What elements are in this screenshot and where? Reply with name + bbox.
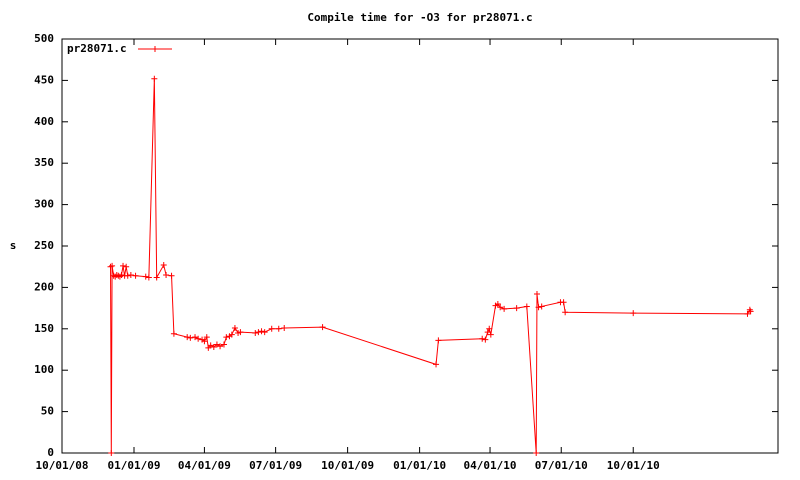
- point-marker: [207, 342, 214, 349]
- y-tick-label: 250: [34, 239, 54, 252]
- point-marker: [109, 262, 116, 269]
- point-marker: [153, 274, 160, 281]
- y-tick-label: 50: [41, 405, 54, 418]
- point-marker: [231, 324, 238, 331]
- point-marker: [538, 303, 545, 310]
- x-tick-label: 04/01/09: [178, 459, 231, 472]
- point-marker: [268, 325, 275, 332]
- point-marker: [120, 262, 127, 269]
- point-marker: [487, 331, 494, 338]
- point-marker: [142, 273, 149, 280]
- x-tick-label: 01/01/09: [107, 459, 160, 472]
- point-marker: [160, 262, 167, 269]
- point-marker: [108, 450, 115, 456]
- x-tick-label: 07/01/10: [535, 459, 588, 472]
- point-marker: [203, 334, 210, 341]
- point-marker: [435, 337, 442, 344]
- y-tick-label: 200: [34, 280, 54, 293]
- y-tick-label: 100: [34, 363, 54, 376]
- point-marker: [747, 308, 754, 315]
- point-marker: [145, 274, 152, 281]
- point-marker: [170, 330, 177, 337]
- point-marker: [486, 325, 493, 332]
- point-marker: [275, 325, 282, 332]
- point-marker: [192, 334, 199, 341]
- point-marker: [228, 331, 235, 338]
- point-marker: [560, 299, 567, 306]
- point-marker: [501, 305, 508, 312]
- point-marker: [132, 272, 139, 279]
- x-tick-label: 01/01/10: [393, 459, 446, 472]
- point-marker: [220, 341, 227, 348]
- point-marker: [523, 303, 530, 310]
- point-marker: [482, 336, 489, 343]
- y-tick-label: 500: [34, 32, 54, 45]
- point-marker: [210, 344, 217, 351]
- x-tick-label: 07/01/09: [249, 459, 302, 472]
- point-marker: [195, 335, 202, 342]
- y-axis-label: s: [10, 239, 17, 252]
- point-marker: [237, 329, 244, 336]
- point-marker: [281, 324, 288, 331]
- legend-label: pr28071.c: [67, 42, 127, 55]
- point-marker: [484, 329, 491, 336]
- point-marker: [123, 263, 130, 270]
- point-marker: [184, 334, 191, 341]
- point-marker: [433, 361, 440, 368]
- x-tick-label: 10/01/09: [321, 459, 374, 472]
- y-tick-label: 0: [47, 446, 54, 459]
- y-tick-label: 150: [34, 322, 54, 335]
- point-marker: [535, 304, 542, 311]
- point-marker: [533, 291, 540, 298]
- point-marker: [494, 300, 501, 307]
- point-marker: [630, 310, 637, 317]
- point-marker: [163, 271, 170, 278]
- y-tick-label: 350: [34, 156, 54, 169]
- point-marker: [151, 75, 158, 82]
- point-marker: [479, 335, 486, 342]
- y-tick-label: 450: [34, 73, 54, 86]
- point-marker: [217, 343, 224, 350]
- y-tick-label: 300: [34, 198, 54, 211]
- point-marker: [223, 334, 230, 341]
- x-tick-label: 10/01/08: [36, 459, 89, 472]
- x-tick-label: 04/01/10: [464, 459, 517, 472]
- chart-title: Compile time for -O3 for pr28071.c: [307, 11, 532, 24]
- x-tick-label: 10/01/10: [607, 459, 660, 472]
- point-marker: [187, 334, 194, 341]
- point-marker: [513, 305, 520, 312]
- point-marker: [201, 338, 208, 345]
- point-marker: [213, 341, 220, 348]
- point-marker: [533, 450, 540, 456]
- point-marker: [118, 271, 125, 278]
- point-marker: [497, 304, 504, 311]
- point-marker: [255, 329, 262, 336]
- point-marker: [562, 309, 569, 316]
- point-marker: [124, 272, 131, 279]
- y-tick-label: 400: [34, 115, 54, 128]
- point-marker: [127, 271, 134, 278]
- point-marker: [258, 328, 265, 335]
- point-marker: [319, 324, 326, 331]
- point-marker: [252, 329, 259, 336]
- point-marker: [744, 310, 751, 317]
- point-marker: [168, 272, 175, 279]
- point-marker: [261, 329, 268, 336]
- legend-marker: [152, 46, 158, 52]
